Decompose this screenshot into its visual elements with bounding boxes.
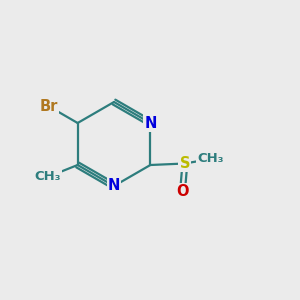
Text: N: N (144, 116, 157, 130)
Text: N: N (108, 178, 120, 194)
Text: Br: Br (40, 99, 58, 114)
Text: CH₃: CH₃ (34, 170, 61, 184)
Text: CH₃: CH₃ (197, 152, 224, 166)
Text: O: O (176, 184, 189, 200)
Text: S: S (180, 156, 190, 171)
